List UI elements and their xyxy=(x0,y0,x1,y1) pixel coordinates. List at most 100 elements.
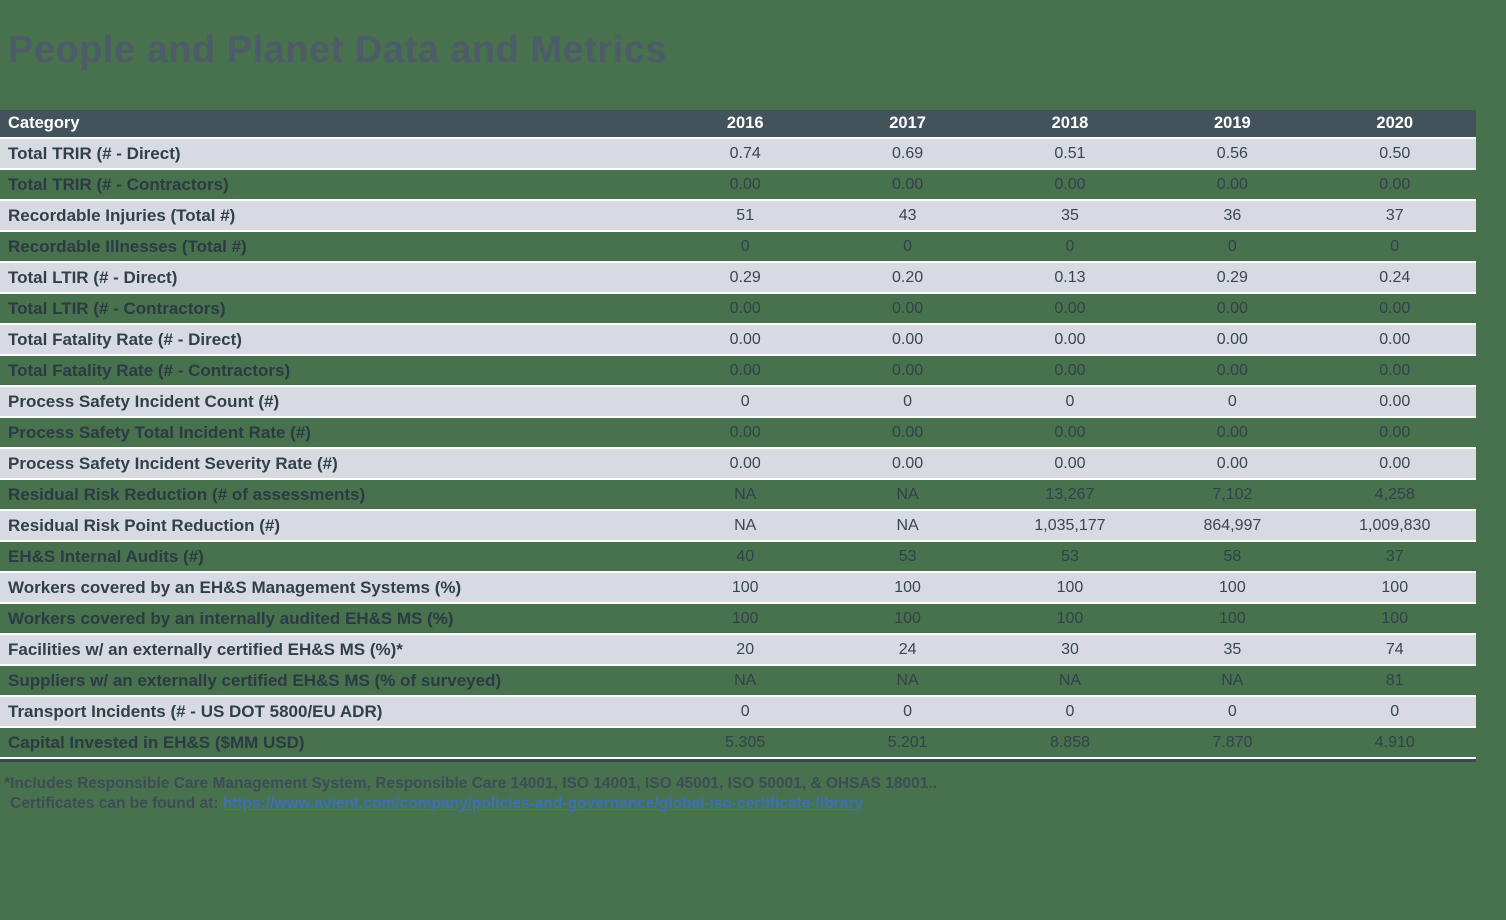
row-category-label: Residual Risk Point Reduction (#) xyxy=(8,515,281,535)
column-header-year-2019: 2019 xyxy=(1214,114,1251,132)
row-value: 0.24 xyxy=(1379,268,1411,286)
row-value: 0.00 xyxy=(892,361,924,379)
row-value: 0.00 xyxy=(729,361,761,379)
row-value: NA xyxy=(734,485,757,503)
row-value: 0.00 xyxy=(1054,299,1086,317)
row-category-label: Workers covered by an EH&S Management Sy… xyxy=(8,577,462,597)
row-value: 0.00 xyxy=(729,454,761,472)
row-value: 0.00 xyxy=(1216,361,1248,379)
row-value: NA xyxy=(896,516,919,534)
row-value: 5.305 xyxy=(725,733,766,751)
row-value: NA xyxy=(896,671,919,689)
row-value: 0.00 xyxy=(1379,454,1411,472)
page-title: People and Planet Data and Metrics xyxy=(8,29,667,72)
row-value: 0.00 xyxy=(1379,361,1411,379)
row-value: 13,267 xyxy=(1045,485,1095,503)
table-row: Residual Risk Point Reduction (#) NA NA 1,0… xyxy=(0,509,1476,540)
row-value: NA xyxy=(1058,671,1082,689)
row-value: 0.00 xyxy=(1379,175,1411,193)
table-row: Process Safety Incident Count (#) 0 0 0 0 0.0… xyxy=(0,385,1476,416)
row-value: 0.00 xyxy=(892,454,924,472)
row-value: 40 xyxy=(736,547,755,565)
row-value: 8.858 xyxy=(1049,733,1090,751)
row-value: 100 xyxy=(894,578,921,596)
row-value: 0.00 xyxy=(892,330,924,348)
row-value: 51 xyxy=(736,206,755,224)
row-value: 0.13 xyxy=(1054,268,1086,286)
row-value: 0.00 xyxy=(1216,299,1248,317)
row-category-label: Total Fatality Rate (# - Contractors) xyxy=(8,360,291,380)
column-header-category: Category xyxy=(8,114,80,132)
row-category-label: Recordable Injuries (Total #) xyxy=(8,205,236,225)
table-row: Process Safety Total Incident Rate (#) 0.… xyxy=(0,416,1476,447)
table-row: Total LTIR (# - Contractors) 0.00 0.00 0.00… xyxy=(0,292,1476,323)
row-category-label: Total LTIR (# - Direct) xyxy=(8,267,178,287)
row-value: 53 xyxy=(898,547,917,565)
row-value: 0.50 xyxy=(1379,144,1411,162)
row-value: 100 xyxy=(1381,578,1409,596)
table-header-row: Category 2016 2017 2018 2019 2020 xyxy=(0,110,1476,137)
column-header-year-2016: 2016 xyxy=(726,114,764,132)
row-category-label: Capital Invested in EH&S ($MM USD) xyxy=(8,732,305,752)
row-value: 0.00 xyxy=(1379,423,1411,441)
row-value: 0.20 xyxy=(892,268,924,286)
table-row: Total Fatality Rate (# - Contractors) 0.0… xyxy=(0,354,1476,385)
row-value: 5.201 xyxy=(887,733,928,751)
row-value: 43 xyxy=(898,206,917,224)
row-value: 0.00 xyxy=(1379,392,1411,410)
row-value: 30 xyxy=(1061,640,1079,658)
row-value: 35 xyxy=(1061,206,1079,224)
row-value: 100 xyxy=(1219,609,1246,627)
row-value: 0 xyxy=(1065,237,1075,255)
row-value: 0.00 xyxy=(1216,423,1248,441)
row-category-label: Total Fatality Rate (# - Direct) xyxy=(8,329,242,349)
row-value: 100 xyxy=(894,609,921,627)
row-value: 100 xyxy=(731,609,759,627)
row-value: 0 xyxy=(1390,237,1400,255)
row-value: 4.910 xyxy=(1374,733,1415,751)
table-row: EH&S Internal Audits (#) 40 53 53 58 37 xyxy=(0,540,1476,571)
row-category-label: Process Safety Incident Count (#) xyxy=(8,391,280,411)
table-row: Residual Risk Reduction (# of assessment… xyxy=(0,478,1476,509)
row-value: 0.56 xyxy=(1216,144,1248,162)
row-value: 7.870 xyxy=(1212,733,1253,751)
row-value: 0 xyxy=(903,702,913,720)
row-value: 58 xyxy=(1223,547,1242,565)
certificate-library-link[interactable]: https://www.avient.com/company/policies-… xyxy=(222,795,863,812)
table-row: Recordable Illnesses (Total #) 0 0 0 0 0 xyxy=(0,230,1476,261)
row-value: 0.00 xyxy=(1216,330,1248,348)
row-value: 0.00 xyxy=(1054,330,1086,348)
row-value: 1,035,177 xyxy=(1034,516,1106,534)
row-value: 0.29 xyxy=(1216,268,1248,286)
row-value: 53 xyxy=(1061,547,1079,565)
row-value: 81 xyxy=(1385,671,1404,689)
row-value: 0.00 xyxy=(1216,175,1248,193)
row-value: 74 xyxy=(1385,640,1404,658)
metrics-table: Category 2016 2017 2018 2019 2020 Total TRIR… xyxy=(0,110,1476,762)
footnote-line2: Certificates can be found at: https://ww… xyxy=(4,794,937,814)
table-row: Recordable Injuries (Total #) 51 43 35 36 37 xyxy=(0,199,1476,230)
row-category-label: Transport Incidents (# - US DOT 5800/EU … xyxy=(8,701,383,721)
row-value: 0 xyxy=(903,237,913,255)
row-value: 0 xyxy=(1227,237,1237,255)
row-value: NA xyxy=(734,671,757,689)
footnote-line2-prefix: Certificates can be found at: xyxy=(10,795,223,812)
row-category-label: Suppliers w/ an externally certified EH&… xyxy=(8,670,502,690)
row-value: 1,009,830 xyxy=(1359,516,1431,534)
row-value: 0.00 xyxy=(892,175,924,193)
table-row: Total Fatality Rate (# - Direct) 0.00 0.00… xyxy=(0,323,1476,354)
column-header-year-2018: 2018 xyxy=(1051,114,1089,132)
row-value: 0.00 xyxy=(1379,299,1411,317)
table-row: Workers covered by an EH&S Management Sy… xyxy=(0,571,1476,602)
row-value: 0.00 xyxy=(729,299,761,317)
footnote: *Includes Responsible Care Management Sy… xyxy=(4,774,937,814)
table-row: Transport Incidents (# - US DOT 5800/EU … xyxy=(0,695,1476,726)
column-header-year-2020: 2020 xyxy=(1376,114,1414,132)
row-category-label: Total TRIR (# - Direct) xyxy=(8,143,181,163)
row-value: 0.00 xyxy=(1054,175,1086,193)
row-value: 0.00 xyxy=(1379,330,1411,348)
row-category-label: Total TRIR (# - Contractors) xyxy=(8,174,229,194)
row-value: NA xyxy=(1221,671,1244,689)
row-value: 4,258 xyxy=(1374,485,1415,503)
row-value: 100 xyxy=(731,578,759,596)
